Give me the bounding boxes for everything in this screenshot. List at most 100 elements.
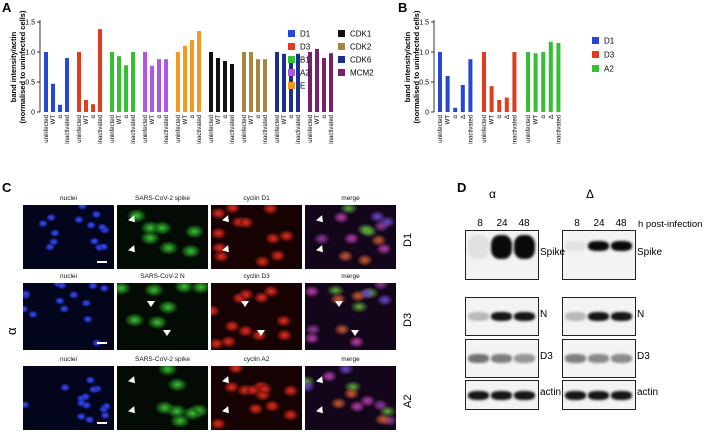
row-tag-d3: D3 <box>402 312 414 327</box>
chart-b: band intensity/actin(normalised to uninf… <box>403 10 615 144</box>
blot-band <box>468 354 489 363</box>
bar-a2-0 <box>143 52 147 112</box>
channel-label: nuclei <box>60 356 77 363</box>
bar-cdk1-2 <box>223 61 227 112</box>
bar-a2-1 <box>150 65 154 112</box>
x-tick-label: α <box>289 114 295 118</box>
blot-n-0 <box>465 297 539 336</box>
y-tick-label: 0 <box>425 110 429 117</box>
x-tick-label: uninfected <box>143 115 149 143</box>
x-tick-label: uninfected <box>275 115 281 143</box>
y-tick-label: 1.0 <box>419 50 429 57</box>
x-tick-label: inactivated <box>164 115 170 144</box>
legend-label-e: E <box>300 82 305 91</box>
bar-e-3 <box>197 31 201 112</box>
blot-band <box>468 390 489 400</box>
blot-band <box>611 390 632 400</box>
micrograph-merge-a2 <box>305 366 396 430</box>
blot-band <box>565 390 586 400</box>
row-tag-d1: D1 <box>402 232 414 247</box>
channel-label: SARS-CoV-2 N <box>140 273 185 280</box>
bar-mcm2-2 <box>322 58 326 112</box>
x-tick-label: WT <box>183 115 189 125</box>
legend-label-a2: A2 <box>300 69 310 78</box>
micrograph-cyclin-d3 <box>211 283 302 350</box>
bar-a2-3 <box>548 41 553 112</box>
x-tick-label: uninfected <box>77 115 83 143</box>
x-tick-label: α <box>223 114 229 118</box>
channel-label: merge <box>341 195 360 202</box>
bar-cdk2-1 <box>249 52 253 112</box>
arrowhead-marker <box>147 301 155 307</box>
blot-actin-1 <box>562 380 636 410</box>
y-tick-label: 0.5 <box>25 80 35 87</box>
bar-d3-1 <box>84 100 88 112</box>
bar-mcm2-3 <box>329 53 333 112</box>
y-axis-label: band intensity/actin(normalised to uninf… <box>403 10 421 123</box>
protein-label-n-1: N <box>637 308 645 320</box>
variant-label: α <box>4 327 19 335</box>
y-tick-label: 1.0 <box>25 50 35 57</box>
arrowhead-marker <box>335 301 343 307</box>
bar-cdk1-3 <box>230 64 234 112</box>
bar-cdk6-3 <box>296 53 300 112</box>
channel-label: nuclei <box>60 195 77 202</box>
legend-swatch-cdk2 <box>338 43 345 50</box>
protein-label-actin-1: actin <box>637 387 659 398</box>
bar-b1-1 <box>117 56 121 112</box>
blot-band <box>565 312 586 321</box>
micrograph-virus-d3 <box>117 283 208 350</box>
bar-d3-3 <box>504 97 509 112</box>
bar-cdk2-2 <box>256 59 260 112</box>
bar-a2-0 <box>526 52 530 112</box>
legend-swatch-d1 <box>288 30 295 37</box>
timepoint-label: 24 <box>496 218 508 229</box>
x-tick-label: α <box>497 114 503 118</box>
scale-bar <box>97 422 107 424</box>
bar-mcm2-1 <box>315 49 319 112</box>
variant-header-1: Δ <box>586 187 595 201</box>
bar-a2-3 <box>164 59 168 112</box>
channel-label: SARS-CoV-2 spike <box>135 195 190 202</box>
blot-band <box>565 354 586 363</box>
panel-label-c: C <box>2 180 12 195</box>
bar-b1-2 <box>124 65 128 112</box>
x-tick-label: uninfected <box>44 115 50 143</box>
x-tick-label: uninfected <box>308 115 314 143</box>
blot-band <box>611 312 632 321</box>
channel-label: cyclin D3 <box>243 273 270 280</box>
x-tick-label: uninfected <box>482 115 488 143</box>
protein-label-spike-0: Spike <box>540 247 566 258</box>
micrograph-virus-d1 <box>117 205 208 269</box>
legend-swatch-d1 <box>592 37 599 44</box>
bar-d3-0 <box>482 52 486 112</box>
blot-band <box>514 235 535 259</box>
channel-label: nuclei <box>60 273 77 280</box>
blot-band <box>514 390 535 400</box>
legend-label-d3: D3 <box>300 43 311 52</box>
bar-d1-1 <box>445 76 450 112</box>
x-tick-label: inactivated <box>468 115 474 144</box>
y-axis-label-line: band intensity/actin <box>403 31 412 102</box>
blot-band <box>588 312 609 321</box>
bar-mcm2-0 <box>308 52 312 112</box>
row-tag-a2: A2 <box>402 394 414 408</box>
x-tick-label: α <box>157 114 163 118</box>
blot-actin-0 <box>465 380 539 410</box>
x-tick-label: inactivated <box>329 115 335 144</box>
micrograph-nuclei-d3 <box>23 283 114 350</box>
arrowhead-marker <box>241 301 249 307</box>
blot-band <box>468 235 489 259</box>
bar-d3-1 <box>489 86 494 112</box>
protein-label-n-0: N <box>540 308 548 320</box>
bar-cdk1-1 <box>216 58 220 112</box>
legend-swatch-cdk1 <box>338 30 345 37</box>
x-tick-label: WT <box>51 115 57 125</box>
bar-cdk6-1 <box>282 53 286 112</box>
x-tick-label: WT <box>249 115 255 125</box>
x-tick-label: α <box>256 114 262 118</box>
bar-e-1 <box>183 46 187 112</box>
blot-band <box>565 241 586 251</box>
bar-d1-4 <box>468 59 473 112</box>
x-tick-label: α <box>453 114 459 118</box>
